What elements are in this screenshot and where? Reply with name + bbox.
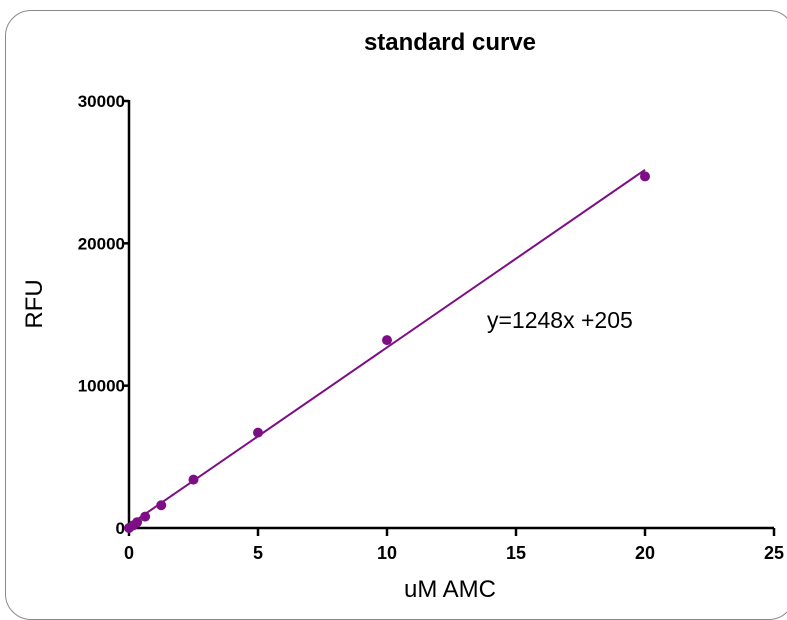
fit-line xyxy=(128,168,646,526)
y-axis-label: RFU xyxy=(21,279,48,328)
data-point xyxy=(132,517,143,528)
y-tick-label: 0 xyxy=(116,519,125,538)
axes xyxy=(127,100,774,530)
y-tick-label: 20000 xyxy=(78,234,125,253)
data-point xyxy=(382,335,392,346)
x-tick-label: 0 xyxy=(124,543,134,563)
data-point xyxy=(188,474,199,485)
x-axis-label: uM AMC xyxy=(404,576,496,603)
y-tick-label: 30000 xyxy=(78,92,125,111)
x-tick-label: 25 xyxy=(764,543,784,563)
y-tick-label: 10000 xyxy=(78,377,125,396)
fit-equation-annotation: y=1248x +205 xyxy=(487,307,633,333)
chart-title: standard curve xyxy=(364,29,536,56)
data-point xyxy=(640,171,650,182)
x-tick-label: 15 xyxy=(506,543,526,563)
x-tick-label: 5 xyxy=(253,543,263,563)
x-tick-label: 20 xyxy=(635,543,655,563)
data-point xyxy=(156,500,167,511)
y-ticks: 0 10000 20000 30000 xyxy=(78,92,129,538)
x-ticks: 0 5 10 15 20 25 xyxy=(124,528,784,563)
x-tick-label: 10 xyxy=(377,543,397,563)
data-point xyxy=(140,511,151,522)
data-points xyxy=(124,171,650,533)
data-point xyxy=(253,427,263,438)
